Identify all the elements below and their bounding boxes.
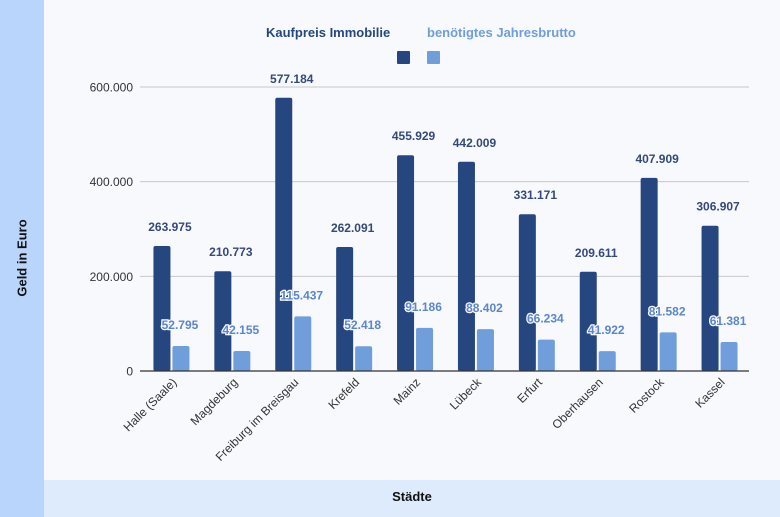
bar-kaufpreis xyxy=(579,271,597,371)
legend-swatch-kaufpreis xyxy=(397,51,410,64)
x-tick-label: Lübeck xyxy=(447,375,485,413)
bar-kaufpreis xyxy=(214,271,232,371)
data-label-jahresbrutto: 42.155 xyxy=(222,323,259,337)
y-axis-title-panel: Geld in Euro xyxy=(0,0,44,517)
bar-kaufpreis xyxy=(153,246,171,371)
data-label-jahresbrutto: 115.437 xyxy=(280,288,323,302)
x-tick-label: Erfurt xyxy=(514,375,545,406)
bar-jahresbrutto xyxy=(233,351,251,371)
bar-kaufpreis xyxy=(275,97,293,372)
x-tick-label: Halle (Saale) xyxy=(121,375,180,434)
y-tick-label: 200.000 xyxy=(90,270,134,284)
bar-jahresbrutto xyxy=(172,346,190,371)
x-tick-label: Kassel xyxy=(692,375,727,410)
bar-chart: 0 200.000 400.000 600.000 263.975 52.795 Halle… xyxy=(90,72,749,464)
data-label-jahresbrutto: 91.186 xyxy=(405,300,442,314)
data-label-jahresbrutto: 88.402 xyxy=(466,301,503,315)
legend-swatch-jahresbrutto xyxy=(427,51,440,64)
data-label-kaufpreis: 262.091 xyxy=(331,221,375,235)
bar-jahresbrutto xyxy=(476,329,494,371)
bar-jahresbrutto xyxy=(294,316,312,371)
data-label-jahresbrutto: 81.582 xyxy=(649,304,686,318)
bar-kaufpreis xyxy=(518,214,536,371)
data-label-kaufpreis: 263.975 xyxy=(148,220,192,234)
bar-jahresbrutto xyxy=(659,332,677,371)
x-axis-title-panel: Städte xyxy=(44,480,780,517)
bar-kaufpreis xyxy=(336,246,354,371)
bar-jahresbrutto xyxy=(598,351,616,371)
data-label-jahresbrutto: 52.795 xyxy=(162,318,199,332)
data-label-jahresbrutto: 52.418 xyxy=(344,318,381,332)
legend-label-jahresbrutto: benötigtes Jahresbrutto xyxy=(427,25,576,40)
bar-kaufpreis xyxy=(457,161,475,371)
x-tick-label: Krefeld xyxy=(325,375,362,412)
bar-jahresbrutto xyxy=(355,346,373,371)
data-label-jahresbrutto: 61.381 xyxy=(710,314,747,328)
bar-jahresbrutto xyxy=(537,339,555,371)
bar-kaufpreis xyxy=(701,225,719,371)
data-label-kaufpreis: 209.611 xyxy=(575,246,618,260)
x-tick-label: Magdeburg xyxy=(188,375,241,428)
bar-jahresbrutto xyxy=(416,327,434,371)
x-tick-label: Oberhausen xyxy=(549,375,606,432)
data-label-kaufpreis: 442.009 xyxy=(453,136,497,150)
x-tick-label: Rostock xyxy=(626,375,667,416)
bar-kaufpreis xyxy=(640,177,658,371)
bar-jahresbrutto xyxy=(720,341,738,371)
data-label-jahresbrutto: 41.922 xyxy=(588,323,625,337)
data-label-kaufpreis: 306.907 xyxy=(696,200,740,214)
data-label-kaufpreis: 577.184 xyxy=(270,72,314,86)
data-label-kaufpreis: 210.773 xyxy=(209,245,253,259)
data-label-kaufpreis: 407.909 xyxy=(635,152,679,166)
data-label-kaufpreis: 331.171 xyxy=(514,188,558,202)
y-tick-label: 0 xyxy=(126,365,133,379)
x-tick-label: Mainz xyxy=(391,375,424,408)
x-axis-title: Städte xyxy=(392,489,432,504)
legend-label-kaufpreis: Kaufpreis Immobilie xyxy=(266,25,391,40)
bar-kaufpreis xyxy=(397,155,415,371)
y-tick-label: 600.000 xyxy=(90,81,134,95)
legend: Kaufpreis Immobilie benötigtes Jahresbru… xyxy=(0,25,780,65)
y-tick-label: 400.000 xyxy=(90,175,134,189)
data-label-kaufpreis: 455.929 xyxy=(392,129,436,143)
data-label-jahresbrutto: 66.234 xyxy=(527,312,564,326)
